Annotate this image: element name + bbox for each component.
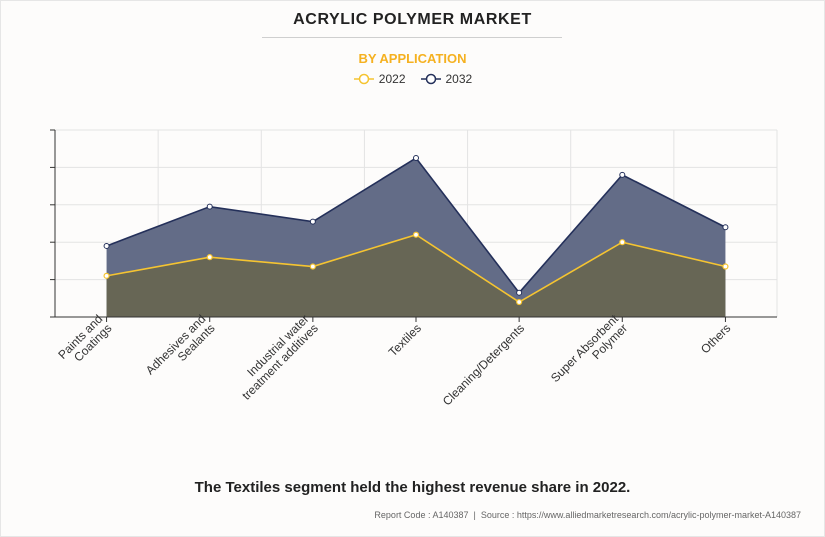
legend-dot-2032 <box>425 73 436 85</box>
point-2032 <box>619 171 626 178</box>
point-2032 <box>206 203 213 210</box>
point-2022 <box>619 239 626 246</box>
legend-dot-2022 <box>358 73 370 85</box>
point-2032 <box>413 155 419 162</box>
legend-marker-2022 <box>353 73 374 85</box>
title-divider <box>262 37 562 38</box>
chart-caption: The Textiles segment held the highest re… <box>194 479 631 496</box>
legend-label-2032: 2032 <box>445 72 473 86</box>
x-tick-label-group: Others <box>698 321 733 356</box>
point-2022 <box>206 254 213 261</box>
footer-separator: | <box>473 510 476 520</box>
legend-marker-2032 <box>420 73 441 85</box>
point-2022 <box>722 263 729 270</box>
legend: 2022 2032 <box>0 72 825 86</box>
point-2022 <box>103 272 110 279</box>
footer: Report Code : A140387 | Source : https:/… <box>374 510 801 520</box>
point-2032 <box>103 242 110 249</box>
x-tick-label-group: Cleaning/Detergents <box>440 321 527 408</box>
point-2032 <box>516 289 523 296</box>
x-tick-label: Others <box>698 321 733 356</box>
source-link[interactable]: Source : https://www.alliedmarketresearc… <box>480 510 801 520</box>
chart-subtitle: BY APPLICATION <box>358 51 467 66</box>
point-2022 <box>516 298 523 306</box>
point-2022 <box>412 231 420 238</box>
point-2032 <box>309 218 316 225</box>
chart-title: ACRYLIC POLYMER MARKET <box>293 11 532 28</box>
x-tick-label-group: Textiles <box>386 321 424 359</box>
legend-item-2032[interactable]: 2032 <box>420 72 473 86</box>
legend-item-2022[interactable]: 2022 <box>353 72 406 86</box>
point-2032 <box>722 224 729 231</box>
x-tick-label: Cleaning/Detergents <box>440 321 527 408</box>
legend-label-2022: 2022 <box>378 72 406 86</box>
report-code: Report Code : A140387 <box>374 510 469 520</box>
point-2022 <box>309 263 316 270</box>
area-series-2022 <box>106 234 726 317</box>
x-tick-label: Textiles <box>386 321 424 359</box>
